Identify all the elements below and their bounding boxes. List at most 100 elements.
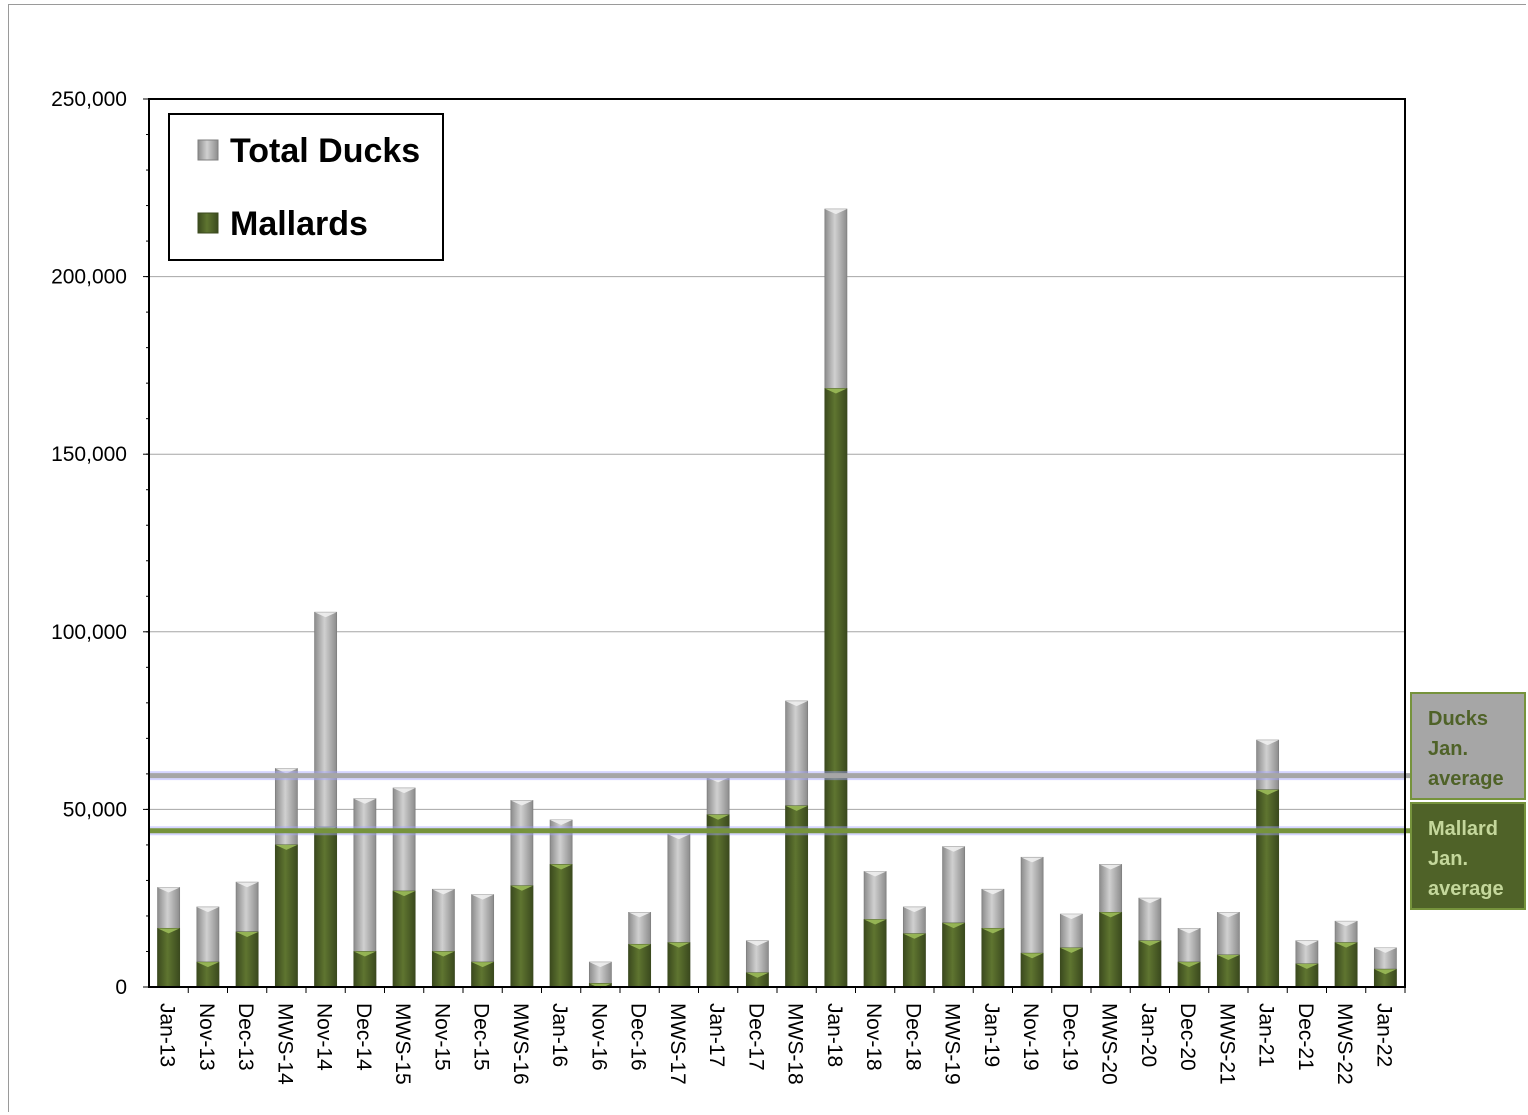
chart-frame bbox=[8, 4, 1526, 1112]
mallards-bar bbox=[431, 951, 455, 988]
mallards-bar-cap bbox=[589, 983, 612, 989]
mallards-bar bbox=[981, 927, 1005, 988]
x-tick-label: Jan-18 bbox=[823, 1003, 846, 1067]
x-tick-label: Nov-18 bbox=[862, 1003, 885, 1071]
mallards-bar-cap bbox=[510, 885, 533, 891]
mallards-bar-cap bbox=[353, 951, 376, 957]
total-ducks-bar-cap bbox=[196, 907, 219, 913]
mallards-bar bbox=[667, 942, 691, 988]
x-tick-label: Dec-19 bbox=[1058, 1003, 1081, 1071]
x-tick-label: MWS-20 bbox=[1098, 1003, 1121, 1085]
mallards-bar-cap bbox=[1256, 789, 1279, 795]
mallards-bar bbox=[902, 933, 926, 988]
total-ducks-bar-cap bbox=[1295, 940, 1318, 946]
mallards-bar-cap bbox=[1374, 969, 1397, 975]
total-ducks-bar-cap bbox=[824, 209, 847, 215]
mallards-bar-cap bbox=[707, 814, 730, 820]
x-tick-label: Dec-17 bbox=[744, 1003, 767, 1071]
x-tick-label: Jan-20 bbox=[1137, 1003, 1160, 1067]
x-tick-label: MWS-18 bbox=[784, 1003, 807, 1085]
total-ducks-bar-cap bbox=[550, 820, 573, 826]
total-ducks-bar-cap bbox=[785, 701, 808, 707]
mallards-bar bbox=[863, 919, 887, 988]
mallards-bar-cap bbox=[1099, 912, 1122, 918]
mallards-bar-cap bbox=[236, 931, 259, 937]
mallards-bar-cap bbox=[746, 972, 769, 978]
x-tick-label: MWS-14 bbox=[273, 1003, 296, 1085]
mallards-bar-cap bbox=[1217, 955, 1240, 961]
mallard-jan-average-label: Mallard Jan. average bbox=[1410, 802, 1526, 910]
x-tick-label: Dec-15 bbox=[470, 1003, 493, 1071]
mallards-bar-cap bbox=[275, 844, 298, 850]
total-ducks-bar-cap bbox=[864, 871, 887, 877]
total-ducks-bar-cap bbox=[589, 962, 612, 968]
mallard-avg-line-3: average bbox=[1428, 878, 1504, 900]
mallards-bar-cap bbox=[1060, 947, 1083, 953]
total-ducks-bar-cap bbox=[510, 800, 533, 806]
total-ducks-bar-cap bbox=[746, 940, 769, 946]
x-tick-label: Nov-14 bbox=[313, 1003, 336, 1071]
mallards-bar bbox=[706, 814, 730, 988]
x-tick-label: Jan-22 bbox=[1372, 1003, 1395, 1067]
mallards-bar-cap bbox=[157, 928, 180, 934]
ducks-avg-line-2: Jan. bbox=[1428, 738, 1469, 760]
x-tick-label: Jan-21 bbox=[1255, 1003, 1278, 1067]
total-ducks-bar-cap bbox=[393, 788, 416, 794]
mallards-bar-cap bbox=[981, 928, 1004, 934]
mallards-bar-cap bbox=[471, 962, 494, 968]
y-tick-label: 100,000 bbox=[51, 621, 127, 644]
total-ducks-bar-cap bbox=[1374, 947, 1397, 953]
total-ducks-bar-cap bbox=[314, 612, 337, 618]
total-ducks-bar-cap bbox=[353, 798, 376, 804]
mallards-bar-cap bbox=[1295, 963, 1318, 969]
total-ducks-bar-cap bbox=[1217, 912, 1240, 918]
mallards-bar bbox=[1059, 947, 1083, 988]
y-tick-label: 250,000 bbox=[51, 88, 127, 111]
mallards-bar bbox=[1334, 942, 1358, 988]
total-ducks-bar-cap bbox=[1335, 921, 1358, 927]
legend-swatch-mallards bbox=[197, 212, 219, 234]
mallards-bar-cap bbox=[1335, 942, 1358, 948]
total-ducks-bar-cap bbox=[471, 894, 494, 900]
legend-box bbox=[168, 113, 444, 261]
mallards-bar-cap bbox=[550, 864, 573, 870]
total-ducks-bar-cap bbox=[1178, 928, 1201, 934]
total-ducks-bar-cap bbox=[1099, 864, 1122, 870]
mallards-bar-cap bbox=[667, 942, 690, 948]
mallards-bar-cap bbox=[1138, 940, 1161, 946]
total-ducks-bar-cap bbox=[628, 912, 651, 918]
total-ducks-bar-cap bbox=[903, 907, 926, 913]
x-tick-label: Nov-19 bbox=[1019, 1003, 1042, 1071]
y-axis: 250,000 200,000 150,000 100,000 50,000 0 bbox=[51, 88, 149, 999]
y-tick-label: 50,000 bbox=[63, 798, 127, 821]
y-tick-label: 150,000 bbox=[51, 443, 127, 466]
x-tick-label: Dec-16 bbox=[627, 1003, 650, 1071]
mallards-bar bbox=[157, 927, 181, 988]
mallards-bar-cap bbox=[393, 891, 416, 897]
bars bbox=[157, 208, 1397, 989]
legend-label-total-ducks: Total Ducks bbox=[230, 132, 420, 170]
mallards-bar bbox=[353, 951, 377, 988]
total-ducks-bar-cap bbox=[1021, 857, 1044, 863]
mallards-bar bbox=[1138, 940, 1162, 988]
x-tick-label: MWS-19 bbox=[941, 1003, 964, 1085]
ducks-jan-average-label: Ducks Jan. average bbox=[1410, 692, 1526, 800]
x-tick-label: Dec-14 bbox=[352, 1003, 375, 1071]
x-tick-label: MWS-17 bbox=[666, 1003, 689, 1085]
mallard-avg-line-2: Jan. bbox=[1428, 848, 1469, 870]
ducks-avg-line-3: average bbox=[1428, 768, 1504, 790]
mallards-bar bbox=[274, 844, 298, 988]
mallards-bar-cap bbox=[196, 962, 219, 968]
mallards-bar-cap bbox=[785, 805, 808, 811]
x-tick-label: Jan-13 bbox=[156, 1003, 179, 1067]
ducks-avg-line-1: Ducks bbox=[1428, 708, 1489, 730]
x-tick-label: Dec-13 bbox=[234, 1003, 257, 1071]
legend-swatch-total-ducks bbox=[197, 139, 219, 161]
total-ducks-bar-cap bbox=[1138, 898, 1161, 904]
mallards-bar bbox=[1020, 952, 1044, 988]
total-ducks-bar-cap bbox=[981, 889, 1004, 895]
total-ducks-bar-cap bbox=[432, 889, 455, 895]
mallards-bar-cap bbox=[1178, 962, 1201, 968]
x-tick-label: Jan-19 bbox=[980, 1003, 1003, 1067]
mallards-bar-cap bbox=[864, 919, 887, 925]
